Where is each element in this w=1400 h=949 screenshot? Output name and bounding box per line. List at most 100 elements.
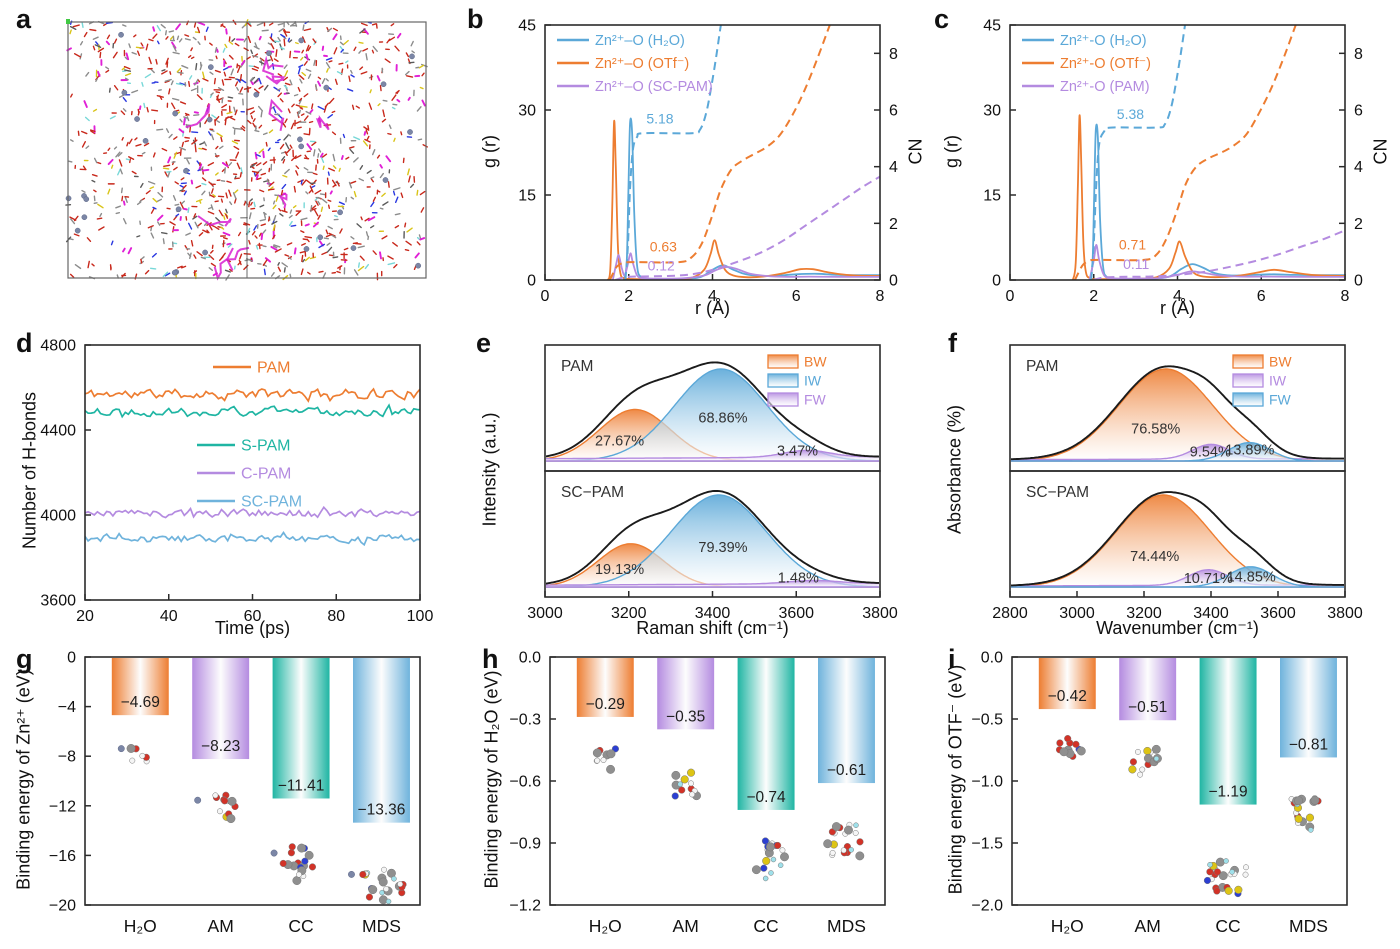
svg-text:−1.0: −1.0 — [971, 774, 1003, 791]
svg-text:3800: 3800 — [1327, 605, 1363, 622]
svg-text:S-PAM: S-PAM — [241, 438, 290, 455]
svg-text:0.12: 0.12 — [648, 257, 675, 273]
svg-text:−8: −8 — [58, 749, 76, 766]
svg-text:H₂O: H₂O — [1051, 916, 1084, 936]
svg-text:0: 0 — [1006, 288, 1015, 305]
bars: −0.42 H₂O −0.51 AM −1.19 CC −0.81 MDS — [1038, 658, 1337, 936]
envelope-curve — [1011, 491, 1344, 587]
svg-text:0.71: 0.71 — [1119, 236, 1146, 252]
svg-text:0: 0 — [992, 273, 1001, 290]
panel-d-label: d — [16, 328, 33, 358]
molecule-model — [1055, 735, 1086, 760]
svg-text:−16: −16 — [49, 848, 76, 865]
series-dashed-cn — [1074, 25, 1297, 280]
panel-b-y2-axis-title: CN — [905, 138, 926, 165]
svg-text:AM: AM — [673, 916, 699, 936]
panel-h-label: h — [482, 644, 499, 674]
panel-h-y-axis-title: Binding energy of H₂O (eV) — [481, 670, 502, 889]
svg-text:0.0: 0.0 — [519, 650, 541, 667]
series-solid — [606, 119, 880, 280]
svg-text:5.38: 5.38 — [1117, 106, 1144, 122]
corner-marker — [66, 19, 70, 24]
panel-f-label: f — [948, 328, 957, 358]
svg-text:0.63: 0.63 — [650, 239, 677, 255]
svg-text:0.11: 0.11 — [1123, 256, 1149, 272]
series-lines — [1071, 25, 1345, 280]
svg-text:−20: −20 — [49, 898, 76, 915]
panel-f-y-axis-title: Absorbance (%) — [944, 404, 965, 535]
svg-text:−1.19: −1.19 — [1208, 784, 1247, 801]
svg-text:80: 80 — [327, 608, 345, 625]
svg-text:2: 2 — [1354, 216, 1363, 233]
bars: −0.29 H₂O −0.35 AM −0.74 CC −0.61 MDS — [576, 658, 875, 936]
molecule-model — [592, 745, 619, 774]
bar-H₂O — [1038, 658, 1096, 710]
svg-text:−1.2: −1.2 — [509, 898, 541, 915]
svg-text:4400: 4400 — [40, 423, 76, 440]
subpanel-PAM: 27.67% 68.86% 3.47% PAM — [544, 344, 881, 472]
svg-text:4: 4 — [1173, 288, 1182, 305]
tick-labels: 2800 3000 3200 3400 3600 3800 — [992, 591, 1363, 622]
legend: Zn²⁺-O (H₂O) Zn²⁺-O (OTf⁻) Zn²⁺-O (PAM) — [1022, 33, 1151, 95]
bars: −4.69 H₂O −8.23 AM −11.41 CC −13.36 MDS — [111, 658, 410, 936]
hbonds-panel: 20 40 60 80 100 3600 4000 4400 4800 PAM S-PAM C-PAM… — [40, 338, 433, 626]
series-solid — [1088, 243, 1345, 280]
svg-text:FW: FW — [1269, 392, 1292, 408]
panel-c-label: c — [934, 4, 950, 34]
series-PAM — [84, 387, 421, 403]
svg-text:FW: FW — [804, 392, 827, 408]
svg-text:19.13%: 19.13% — [595, 562, 644, 578]
svg-text:6: 6 — [792, 288, 801, 305]
svg-text:−2.0: −2.0 — [971, 898, 1003, 915]
series-solid — [622, 117, 880, 280]
svg-text:4: 4 — [708, 288, 717, 305]
svg-text:PAM: PAM — [561, 358, 593, 375]
svg-text:0: 0 — [1354, 273, 1363, 290]
subpanel-SC−PAM: 19.13% 79.39% 1.48% SC−PAM — [544, 470, 881, 598]
svg-text:8: 8 — [876, 288, 885, 305]
svg-text:C-PAM: C-PAM — [241, 466, 291, 483]
svg-text:PAM: PAM — [257, 360, 290, 377]
svg-text:3.47%: 3.47% — [777, 443, 818, 459]
bars-panel-h: 0.0 −0.3 −0.6 −0.9 −1.2 −0.29 H₂O −0.35 AM −0.74 C… — [509, 650, 886, 936]
bar-AM — [192, 658, 250, 760]
svg-text:8: 8 — [889, 46, 898, 63]
svg-text:−0.42: −0.42 — [1048, 688, 1087, 705]
svg-text:10.71%: 10.71% — [1184, 571, 1233, 587]
svg-text:BW: BW — [804, 354, 827, 370]
svg-text:4: 4 — [889, 159, 898, 176]
svg-text:PAM: PAM — [1026, 358, 1058, 375]
bar-H₂O — [111, 658, 169, 716]
peak-BW — [1011, 494, 1344, 588]
svg-text:14.85%: 14.85% — [1227, 569, 1276, 585]
svg-text:Zn²⁺–O (H₂O): Zn²⁺–O (H₂O) — [595, 33, 685, 49]
svg-text:6: 6 — [1257, 288, 1266, 305]
svg-text:68.86%: 68.86% — [698, 410, 747, 426]
series-dashed-cn — [1090, 25, 1187, 280]
svg-text:CC: CC — [753, 916, 778, 936]
spectra-panel-e: 27.67% 68.86% 3.47% PAM 19.13% 79.39% 1.48% SC−… — [527, 344, 898, 622]
svg-text:3200: 3200 — [1126, 605, 1162, 622]
bars-panel-i: 0.0 −0.5 −1.0 −1.5 −2.0 −0.42 H₂O −0.51 AM −1.19 C… — [971, 650, 1348, 936]
bar-MDS — [1280, 658, 1337, 758]
svg-text:−0.29: −0.29 — [586, 696, 625, 713]
svg-text:AM: AM — [1135, 916, 1161, 936]
peak-FW — [546, 449, 879, 462]
tick-labels: 3000 3200 3400 3600 3800 — [527, 591, 898, 622]
svg-text:SC−PAM: SC−PAM — [1026, 484, 1089, 501]
svg-text:−0.35: −0.35 — [666, 708, 705, 725]
legend: BW IW FW — [1232, 354, 1292, 408]
series-solid — [1071, 114, 1345, 280]
panel-i-label: i — [948, 644, 956, 674]
bar-H₂O — [576, 658, 634, 717]
envelope-curve — [546, 361, 879, 458]
svg-text:20: 20 — [76, 608, 94, 625]
svg-text:4000: 4000 — [40, 508, 76, 525]
svg-text:8: 8 — [1354, 46, 1363, 63]
svg-text:6: 6 — [1354, 103, 1363, 120]
series-lines — [84, 387, 421, 547]
svg-text:−4: −4 — [58, 699, 76, 716]
panel-g-y-axis-title: Binding energy of Zn²⁺ (eV) — [13, 669, 34, 890]
